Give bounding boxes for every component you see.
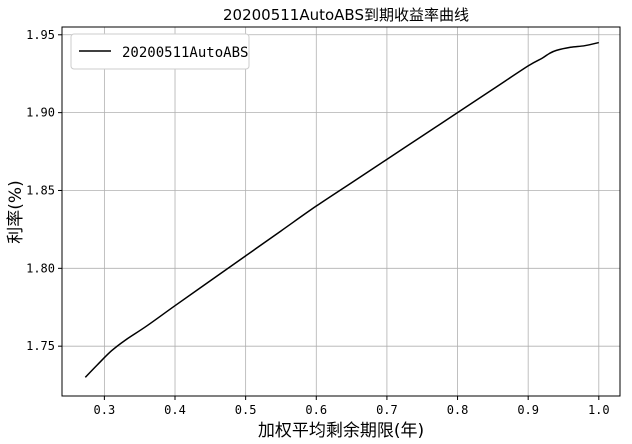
x-tick-label: 0.6 (305, 403, 327, 417)
x-tick-label: 0.3 (94, 403, 116, 417)
chart-title: 20200511AutoABS到期收益率曲线 (223, 6, 469, 24)
y-axis: 1.75 1.80 1.85 1.90 1.95 (26, 28, 62, 353)
x-tick-label: 0.5 (235, 403, 257, 417)
x-tick-label: 0.9 (517, 403, 539, 417)
y-tick-label: 1.90 (26, 106, 55, 120)
x-tick-label: 0.7 (376, 403, 398, 417)
legend-box (70, 33, 250, 70)
y-tick-label: 1.80 (26, 261, 55, 275)
grid (62, 27, 620, 396)
legend: 20200511AutoABS (70, 33, 250, 70)
x-tick-label: 1.0 (588, 403, 610, 417)
y-axis-label: 利率(%) (6, 180, 26, 243)
legend-label-series-1: 20200511AutoABS (122, 45, 248, 61)
series-line-1 (84, 41, 599, 378)
y-tick-label: 1.85 (26, 183, 55, 197)
series-layer (84, 41, 599, 378)
y-tick-label: 1.75 (26, 339, 55, 353)
x-tick-label: 0.8 (447, 403, 469, 417)
plot-frame (61, 26, 621, 397)
x-tick-label: 0.4 (164, 403, 186, 417)
y-tick-label: 1.95 (26, 28, 55, 42)
x-axis: 0.3 0.4 0.5 0.6 0.7 0.8 0.9 1.0 (94, 396, 610, 417)
x-axis-label: 加权平均剩余期限(年) (258, 421, 424, 441)
